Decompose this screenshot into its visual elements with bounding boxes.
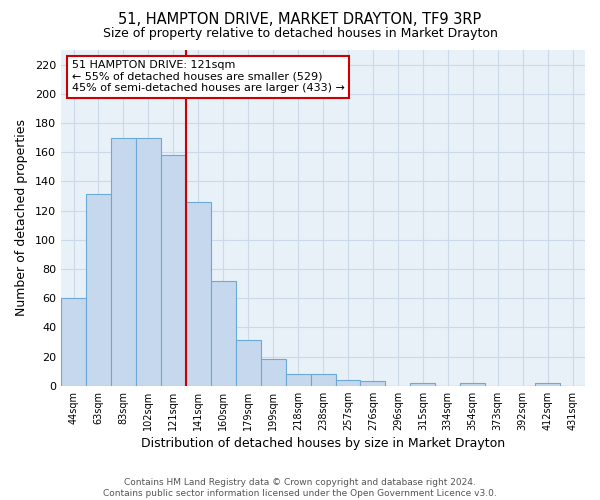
Bar: [311, 374, 335, 386]
Bar: [361, 382, 385, 386]
Bar: [460, 383, 485, 386]
Bar: [161, 155, 186, 386]
Y-axis label: Number of detached properties: Number of detached properties: [15, 120, 28, 316]
Bar: [61, 298, 86, 386]
Bar: [236, 340, 260, 386]
Text: Contains HM Land Registry data © Crown copyright and database right 2024.
Contai: Contains HM Land Registry data © Crown c…: [103, 478, 497, 498]
Bar: [211, 280, 236, 386]
Text: Size of property relative to detached houses in Market Drayton: Size of property relative to detached ho…: [103, 28, 497, 40]
Bar: [260, 360, 286, 386]
Bar: [136, 138, 161, 386]
Bar: [286, 374, 311, 386]
X-axis label: Distribution of detached houses by size in Market Drayton: Distribution of detached houses by size …: [141, 437, 505, 450]
Bar: [335, 380, 361, 386]
Text: 51, HAMPTON DRIVE, MARKET DRAYTON, TF9 3RP: 51, HAMPTON DRIVE, MARKET DRAYTON, TF9 3…: [118, 12, 482, 28]
Bar: [111, 138, 136, 386]
Bar: [86, 194, 111, 386]
Bar: [186, 202, 211, 386]
Bar: [410, 383, 436, 386]
Bar: [535, 383, 560, 386]
Text: 51 HAMPTON DRIVE: 121sqm
← 55% of detached houses are smaller (529)
45% of semi-: 51 HAMPTON DRIVE: 121sqm ← 55% of detach…: [71, 60, 344, 94]
